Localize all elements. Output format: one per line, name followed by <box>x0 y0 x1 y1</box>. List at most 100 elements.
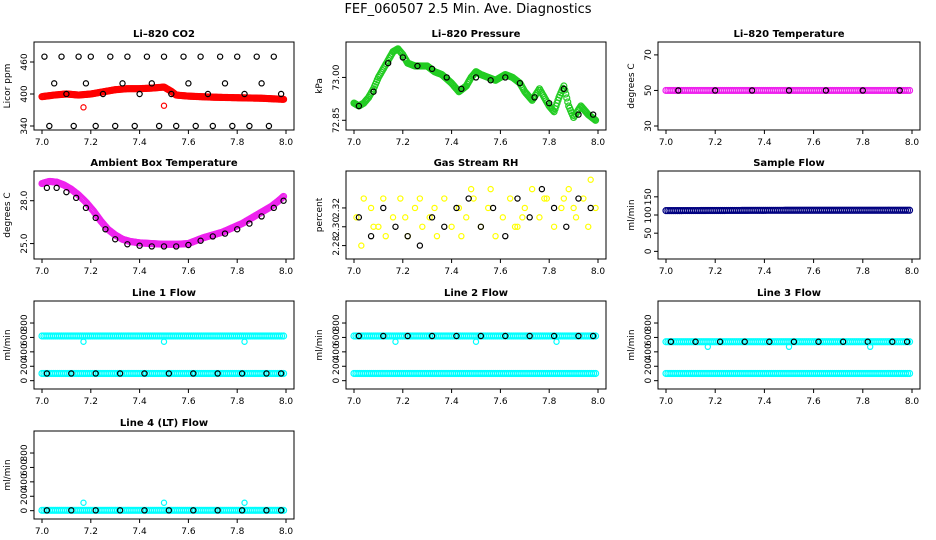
data-point <box>404 232 411 240</box>
data-point <box>279 95 288 103</box>
x-tick-label: 7.0 <box>35 267 50 277</box>
data-point <box>397 195 404 202</box>
data-point <box>521 204 529 212</box>
data-point <box>160 53 168 60</box>
y-tick-label: 30 <box>644 120 654 132</box>
data-point <box>172 243 180 250</box>
x-tick-label: 7.4 <box>757 267 772 277</box>
data-point <box>392 338 399 345</box>
data-point <box>419 223 426 230</box>
data-point <box>587 204 594 212</box>
data-point <box>506 195 514 202</box>
data-point <box>107 53 114 60</box>
y-tick-label: 400 <box>20 473 30 490</box>
data-point <box>502 332 509 340</box>
data-point <box>905 86 914 95</box>
data-point <box>384 59 392 67</box>
data-point <box>270 204 277 212</box>
series-line-flow-high <box>350 332 600 340</box>
x-tick-label: 8.0 <box>905 267 920 277</box>
y-tick-label: 50 <box>644 227 654 239</box>
data-point <box>241 338 248 345</box>
data-point <box>75 53 82 60</box>
y-tick-label: 0 <box>644 378 654 384</box>
panel-title: Line 2 Flow <box>444 288 508 299</box>
data-point <box>370 88 377 95</box>
data-point <box>477 223 485 230</box>
data-point <box>216 53 224 60</box>
data-point <box>572 214 580 221</box>
x-tick-label: 7.8 <box>542 267 557 277</box>
data-point <box>70 122 77 130</box>
x-tick-label: 8.0 <box>591 138 606 148</box>
data-point <box>565 185 572 193</box>
panel-line2: Line 2 Flow ml/min 7.0 7.2 7.4 7.6 7.8 8.0 0 2004… <box>315 288 607 407</box>
data-point <box>265 122 273 130</box>
y-axis-label: ml/min <box>315 329 325 360</box>
data-point <box>564 98 572 106</box>
data-point <box>526 214 533 221</box>
data-point <box>570 204 577 212</box>
data-point <box>441 223 448 230</box>
x-tick-label: 7.6 <box>493 267 508 277</box>
y-tick-label: 340 <box>20 117 30 134</box>
data-point <box>463 214 470 221</box>
panel-co2: Li–820 CO2 Licor ppm 7.0 7.2 7.4 7.6 7.8 8.0 340… <box>3 29 295 148</box>
data-point <box>492 232 499 240</box>
panel-pressure: Li–820 Pressure kPa 7.0 7.2 7.4 7.6 7.8 8.0 72.8… <box>315 29 607 148</box>
data-point <box>448 223 455 230</box>
data-point <box>238 507 246 514</box>
x-tick-label: 7.2 <box>84 397 98 407</box>
series-diagnostic <box>355 332 597 340</box>
data-point <box>404 332 411 340</box>
x-tick-label: 7.8 <box>856 397 871 407</box>
data-point <box>487 77 494 84</box>
plot-frame <box>33 430 295 520</box>
series-outliers <box>80 338 248 345</box>
y-tick-label: 400 <box>20 343 30 360</box>
data-point <box>63 188 70 196</box>
series-line-flow-low <box>350 369 600 378</box>
data-point <box>92 122 99 130</box>
y-tick-label: 0 <box>20 378 30 384</box>
data-point <box>165 507 173 514</box>
panel-title: Sample Flow <box>753 158 825 169</box>
data-point <box>143 53 151 60</box>
data-point <box>131 122 138 130</box>
y-tick-label: 28.0 <box>20 190 30 210</box>
data-point <box>148 80 155 87</box>
data-point <box>233 226 241 233</box>
data-point <box>80 499 87 506</box>
data-point <box>221 230 229 237</box>
data-point <box>370 223 377 230</box>
x-tick-label: 8.0 <box>279 527 294 537</box>
data-point <box>258 80 265 87</box>
x-tick-label: 8.0 <box>279 138 294 148</box>
data-point <box>903 338 911 345</box>
data-point <box>575 332 582 340</box>
series-temperature <box>662 86 914 95</box>
panel-title: Line 4 (LT) Flow <box>120 418 208 429</box>
panel-line1: Line 1 Flow ml/min 7.0 7.2 7.4 7.6 7.8 8.0 0 2004… <box>3 288 295 407</box>
data-point <box>453 332 460 340</box>
x-tick-label: 7.0 <box>35 138 50 148</box>
y-tick-label: 200 <box>20 357 30 374</box>
data-point <box>472 74 480 81</box>
y-tick-label: 0 <box>20 508 30 514</box>
x-tick-label: 7.8 <box>542 138 557 148</box>
x-tick-label: 7.0 <box>347 138 362 148</box>
data-point <box>380 332 387 340</box>
data-point <box>704 343 712 351</box>
panel-title: Gas Stream RH <box>434 158 519 169</box>
y-tick-label: 400 <box>332 343 342 360</box>
data-point <box>92 214 99 222</box>
data-point <box>426 214 433 221</box>
series-diagnostic <box>355 185 594 249</box>
y-axis-label: degrees C <box>627 63 637 108</box>
data-point <box>453 204 460 212</box>
data-point <box>180 53 187 60</box>
x-tick-label: 7.8 <box>230 397 245 407</box>
data-point <box>148 243 155 250</box>
data-point <box>433 232 441 240</box>
data-point <box>119 80 126 87</box>
